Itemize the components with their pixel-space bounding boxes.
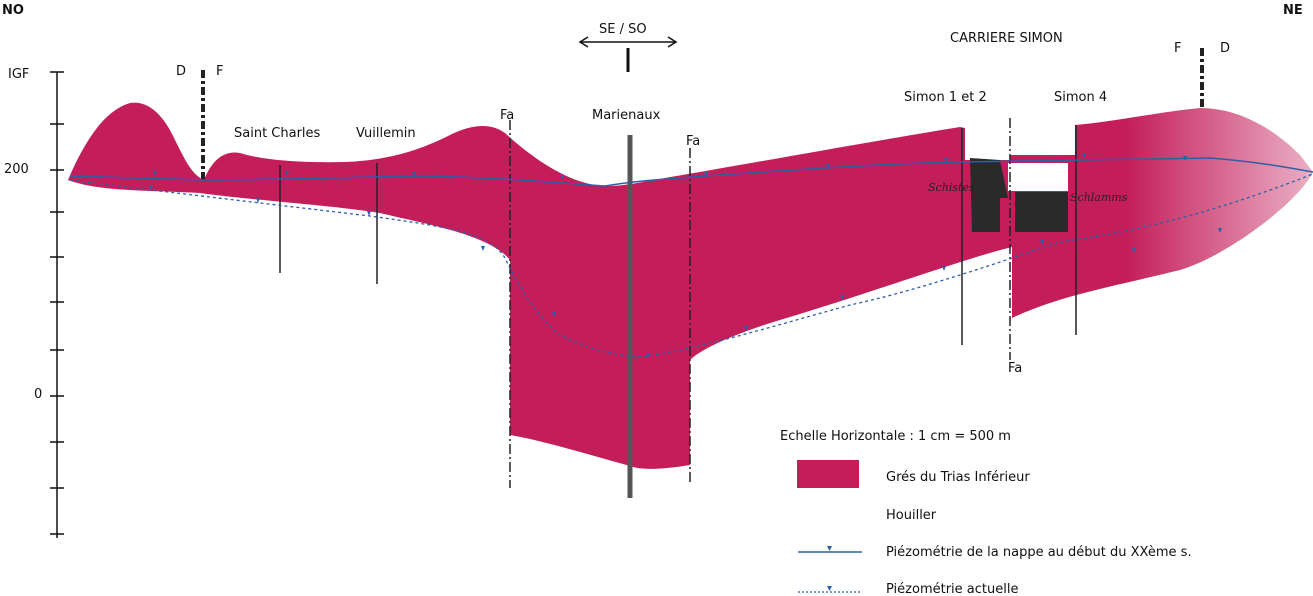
fault-left-f: F (216, 64, 223, 79)
legend: Echelle Horizontale : 1 cm = 500 m Grés … (780, 429, 1192, 596)
piezo-old-line (69, 157, 1313, 187)
label-saint-charles: Saint Charles (234, 126, 321, 141)
label-ne: NE (1283, 3, 1303, 18)
legend-gres-swatch (797, 460, 859, 488)
schistes-fill (970, 158, 1008, 232)
fault-right-d: D (1220, 41, 1230, 56)
fa-label: Fa (686, 134, 700, 149)
quarry-pillar (1000, 198, 1010, 232)
legend-houiller: Houiller (886, 508, 937, 523)
axis-tick-0: 0 (34, 387, 42, 402)
legend-piezo-old-marker (827, 546, 832, 551)
label-schistes: Schistes (928, 181, 975, 194)
legend-piezo-now: Piézométrie actuelle (886, 582, 1018, 596)
label-no: NO (2, 3, 24, 18)
legend-piezo-old: Piézométrie de la nappe au début du XXèm… (886, 545, 1192, 560)
label-schlamms: Schlamms (1070, 191, 1128, 204)
label-simon-4: Simon 4 (1054, 90, 1107, 105)
label-simon-1-2: Simon 1 et 2 (904, 90, 987, 105)
piezo-old-markers (153, 153, 1187, 180)
label-direction: SE / SO (599, 22, 647, 37)
piezo-now-line (69, 173, 1313, 357)
axis-tick-200: 200 (4, 162, 29, 177)
label-vuillemin: Vuillemin (356, 126, 416, 141)
legend-piezo-now-marker (827, 586, 832, 591)
axis-title: IGF (8, 67, 29, 82)
fault-left-d: D (176, 64, 186, 79)
schlamms-fill (1015, 192, 1068, 232)
fault-lines (509, 118, 1011, 488)
fa-label: Fa (1008, 361, 1022, 376)
direction-marker (578, 36, 678, 72)
vertical-axis (50, 71, 64, 538)
legend-gres: Grés du Trias Inférieur (886, 470, 1030, 485)
quarry-void (1008, 163, 1068, 191)
label-marienaux: Marienaux (592, 108, 661, 123)
fa-label: Fa (500, 108, 514, 123)
label-carriere-simon: CARRIERE SIMON (950, 31, 1063, 46)
piezo-now-markers (149, 186, 1222, 358)
major-faults (201, 48, 1204, 180)
legend-scale: Echelle Horizontale : 1 cm = 500 m (780, 429, 1011, 444)
fault-right-f: F (1174, 41, 1181, 56)
